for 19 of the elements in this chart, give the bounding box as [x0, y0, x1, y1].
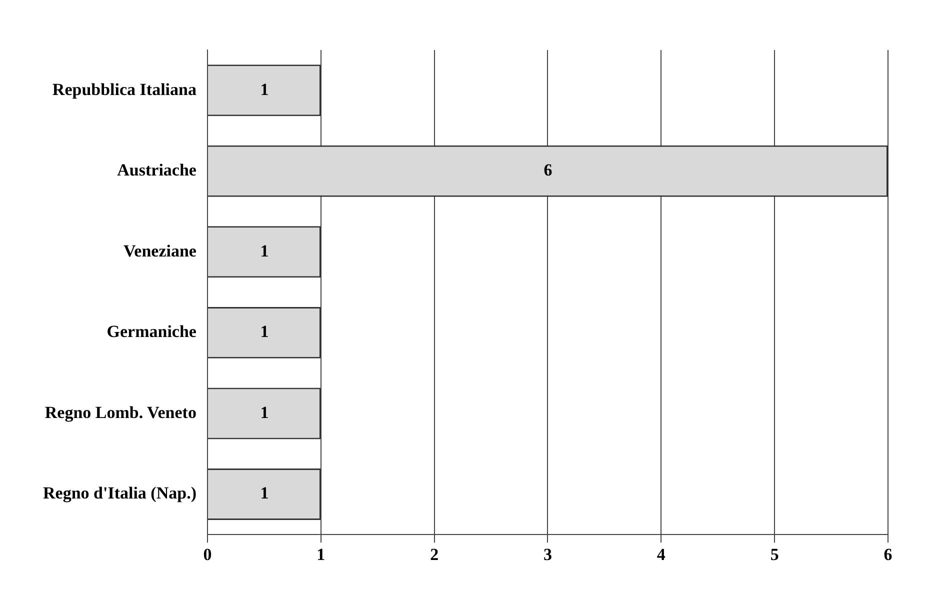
y-tick-label: Regno Lomb. Veneto	[44, 402, 196, 422]
x-tick-label: 2	[430, 545, 439, 564]
y-tick-label: Austriache	[117, 160, 197, 180]
x-tick-label: 0	[203, 545, 212, 564]
y-tick-label: Germaniche	[106, 322, 197, 342]
x-tick-label: 4	[656, 545, 666, 564]
data-label: 1	[260, 241, 269, 260]
x-tick-label: 6	[884, 545, 892, 564]
y-tick-label: Regno d'Italia (Nap.)	[42, 484, 196, 503]
data-label: 6	[544, 160, 552, 180]
data-label: 1	[260, 80, 269, 99]
x-tick-label: 5	[770, 545, 779, 564]
y-tick-label: Repubblica Italiana	[52, 80, 197, 99]
x-tick-label: 3	[543, 545, 552, 564]
data-label: 1	[260, 484, 269, 503]
data-label: 1	[260, 322, 269, 342]
y-tick-label: Veneziane	[123, 241, 197, 260]
data-label: 1	[260, 402, 269, 422]
x-tick-label: 1	[316, 545, 326, 564]
